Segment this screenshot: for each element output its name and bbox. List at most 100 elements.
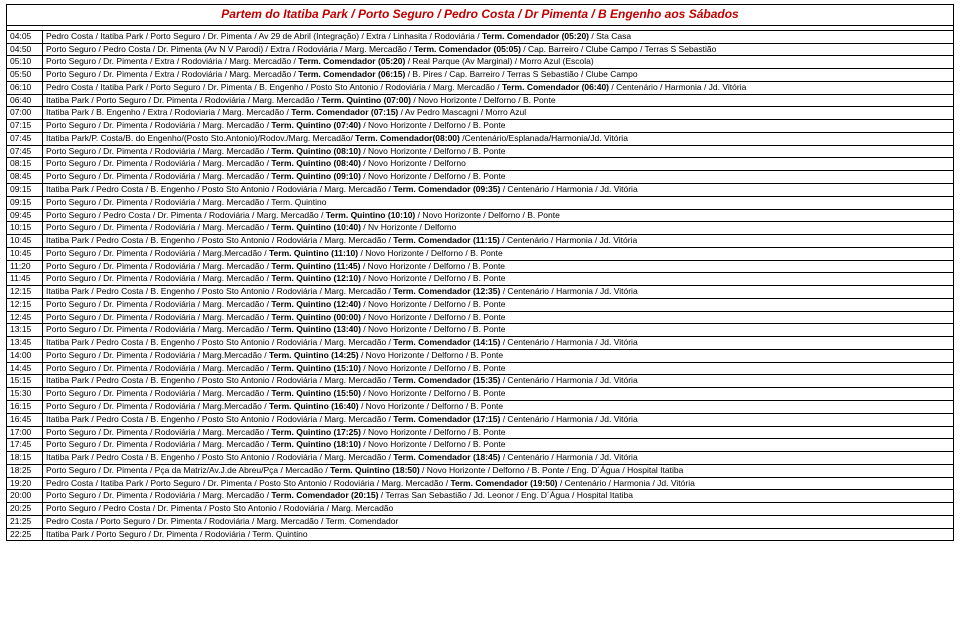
- route-cell: Itatiba Park / Pedro Costa / B. Engenho …: [43, 375, 954, 388]
- route-segment: Porto Seguro / Dr. Pimenta / Rodoviária …: [46, 273, 271, 283]
- route-segment: Porto Seguro / Dr. Pimenta / Rodoviária …: [46, 222, 271, 232]
- route-segment: Term. Comendador (15:35): [393, 375, 500, 385]
- route-segment: Itatiba Park / Pedro Costa / B. Engenho …: [46, 414, 393, 424]
- route-segment: Porto Seguro / Dr. Pimenta / Rodoviária …: [46, 312, 271, 322]
- route-segment: / Novo Horizonte / Delforno / B. Ponte: [361, 273, 506, 283]
- route-cell: Itatiba Park / Pedro Costa / B. Engenho …: [43, 235, 954, 248]
- table-row: 06:40Itatiba Park / Porto Seguro / Dr. P…: [7, 94, 954, 107]
- route-segment: Porto Seguro / Dr. Pimenta / Rodoviária …: [46, 146, 271, 156]
- time-cell: 18:15: [7, 452, 43, 465]
- route-segment: Term. Quintino (08:40): [271, 158, 361, 168]
- time-cell: 18:25: [7, 464, 43, 477]
- table-row: 04:50Porto Seguro / Pedro Costa / Dr. Pi…: [7, 43, 954, 56]
- time-cell: 04:05: [7, 30, 43, 43]
- time-cell: 09:45: [7, 209, 43, 222]
- route-segment: / Av Pedro Mascagni / Morro Azul: [398, 107, 526, 117]
- time-cell: 10:15: [7, 222, 43, 235]
- route-cell: Itatiba Park / Pedro Costa / B. Engenho …: [43, 452, 954, 465]
- route-segment: Term. Quintino (00:00): [271, 312, 361, 322]
- time-cell: 05:10: [7, 56, 43, 69]
- route-cell: Porto Seguro / Pedro Costa / Dr. Pimenta…: [43, 503, 954, 516]
- route-segment: Term. Quintino (15:50): [271, 388, 361, 398]
- table-row: 14:00Porto Seguro / Dr. Pimenta / Rodovi…: [7, 349, 954, 362]
- table-row: 12:15Porto Seguro / Dr. Pimenta / Rodovi…: [7, 298, 954, 311]
- time-cell: 16:15: [7, 401, 43, 414]
- route-segment: Term. Quintino (12:10): [271, 273, 361, 283]
- route-segment: Porto Seguro / Dr. Pimenta / Rodoviária …: [46, 197, 326, 207]
- route-segment: / Novo Horizonte / Delforno / B. Ponte: [361, 146, 506, 156]
- route-cell: Pedro Costa / Itatiba Park / Porto Segur…: [43, 30, 954, 43]
- route-segment: Porto Seguro / Dr. Pimenta / Rodoviária …: [46, 261, 271, 271]
- route-segment: / Novo Horizonte / Delforno / B. Ponte: [361, 363, 506, 373]
- time-cell: 07:15: [7, 120, 43, 133]
- route-cell: Pedro Costa / Itatiba Park / Porto Segur…: [43, 81, 954, 94]
- route-segment: / Centenário / Harmonia / Jd. Vitória: [500, 286, 637, 296]
- time-cell: 11:20: [7, 260, 43, 273]
- table-row: 18:15Itatiba Park / Pedro Costa / B. Eng…: [7, 452, 954, 465]
- route-segment: Term. Quintino (09:10): [271, 171, 361, 181]
- route-segment: Itatiba Park / Pedro Costa / B. Engenho …: [46, 184, 393, 194]
- route-segment: Porto Seguro / Dr. Pimenta / Rodoviária …: [46, 248, 269, 258]
- route-segment: Pedro Costa / Itatiba Park / Porto Segur…: [46, 31, 482, 41]
- route-cell: Porto Seguro / Dr. Pimenta / Pça da Matr…: [43, 464, 954, 477]
- route-segment: Itatiba Park / Pedro Costa / B. Engenho …: [46, 375, 393, 385]
- route-cell: Porto Seguro / Dr. Pimenta / Rodoviária …: [43, 273, 954, 286]
- table-row: 06:10Pedro Costa / Itatiba Park / Porto …: [7, 81, 954, 94]
- route-segment: Porto Seguro / Dr. Pimenta / Rodoviária …: [46, 401, 269, 411]
- route-cell: Itatiba Park / Porto Seguro / Dr. Piment…: [43, 528, 954, 541]
- time-cell: 09:15: [7, 183, 43, 196]
- route-segment: / Novo Horizonte / Delforno / B. Ponte: [361, 120, 506, 130]
- table-row: 07:15Porto Seguro / Dr. Pimenta / Rodovi…: [7, 120, 954, 133]
- route-segment: Itatiba Park / Porto Seguro / Dr. Piment…: [46, 529, 308, 539]
- route-segment: / Centenário / Harmonia / Jd. Vitória: [500, 337, 637, 347]
- route-cell: Itatiba Park / B. Engenho / Extra / Rodo…: [43, 107, 954, 120]
- route-cell: Porto Seguro / Dr. Pimenta / Rodoviária …: [43, 362, 954, 375]
- route-segment: Term. Quintino (07:40): [271, 120, 361, 130]
- route-segment: / Novo Horizonte / Delforno / B. Ponte: [361, 299, 506, 309]
- route-segment: Term. Comendador (05:20): [482, 31, 589, 41]
- time-cell: 14:00: [7, 349, 43, 362]
- route-cell: Porto Seguro / Pedro Costa / Dr. Pimenta…: [43, 43, 954, 56]
- title-row: Partem do Itatiba Park / Porto Seguro / …: [7, 5, 954, 26]
- time-cell: 05:50: [7, 69, 43, 82]
- route-segment: / Novo Horizonte / Delforno / B. Ponte: [361, 171, 506, 181]
- route-cell: Porto Seguro / Dr. Pimenta / Rodoviária …: [43, 439, 954, 452]
- route-segment: Itatiba Park/P. Costa/B. do Engenho/(Pos…: [46, 133, 355, 143]
- route-segment: Porto Seguro / Dr. Pimenta / Rodoviária …: [46, 350, 269, 360]
- time-cell: 06:40: [7, 94, 43, 107]
- table-row: 07:45Porto Seguro / Dr. Pimenta / Rodovi…: [7, 145, 954, 158]
- route-cell: Porto Seguro / Dr. Pimenta / Rodoviária …: [43, 324, 954, 337]
- table-row: 13:15Porto Seguro / Dr. Pimenta / Rodovi…: [7, 324, 954, 337]
- route-cell: Itatiba Park / Pedro Costa / B. Engenho …: [43, 413, 954, 426]
- route-segment: / Novo Horizonte / Delforno / B. Ponte: [411, 95, 556, 105]
- table-row: 10:45Itatiba Park / Pedro Costa / B. Eng…: [7, 235, 954, 248]
- time-cell: 09:15: [7, 196, 43, 209]
- route-cell: Porto Seguro / Dr. Pimenta / Rodoviária …: [43, 349, 954, 362]
- table-row: 13:45Itatiba Park / Pedro Costa / B. Eng…: [7, 337, 954, 350]
- route-segment: / Centenário / Harmonia / Jd. Vitória: [500, 452, 637, 462]
- route-segment: / Centenário / Harmonia / Jd. Vitória: [609, 82, 746, 92]
- route-segment: Term. Quintino (18:10): [271, 439, 361, 449]
- table-row: 12:15Itatiba Park / Pedro Costa / B. Eng…: [7, 286, 954, 299]
- route-segment: / Terras San Sebastião / Jd. Leonor / En…: [378, 490, 633, 500]
- route-segment: Term. Comendador (05:20): [298, 56, 405, 66]
- route-segment: Term. Quintino (10:10): [326, 210, 416, 220]
- route-segment: Term. Quintino (14:25): [269, 350, 359, 360]
- route-segment: Itatiba Park / B. Engenho / Extra / Rodo…: [46, 107, 291, 117]
- route-segment: Porto Seguro / Dr. Pimenta / Rodoviária …: [46, 490, 271, 500]
- route-cell: Porto Seguro / Dr. Pimenta / Rodoviária …: [43, 426, 954, 439]
- table-row: 17:00Porto Seguro / Dr. Pimenta / Rodovi…: [7, 426, 954, 439]
- route-segment: Porto Seguro / Dr. Pimenta / Rodoviária …: [46, 388, 271, 398]
- table-row: 05:50Porto Seguro / Dr. Pimenta / Extra …: [7, 69, 954, 82]
- table-row: 16:15Porto Seguro / Dr. Pimenta / Rodovi…: [7, 401, 954, 414]
- route-cell: Porto Seguro / Dr. Pimenta / Extra / Rod…: [43, 69, 954, 82]
- table-row: 20:25Porto Seguro / Pedro Costa / Dr. Pi…: [7, 503, 954, 516]
- time-cell: 14:45: [7, 362, 43, 375]
- table-row: 05:10Porto Seguro / Dr. Pimenta / Extra …: [7, 56, 954, 69]
- route-segment: Term. Quintino (17:25): [271, 427, 361, 437]
- time-cell: 15:30: [7, 388, 43, 401]
- route-cell: Porto Seguro / Dr. Pimenta / Rodoviária …: [43, 247, 954, 260]
- route-segment: Term. Comendador (06:40): [502, 82, 609, 92]
- route-segment: / Novo Horizonte / Delforno / B. Ponte: [361, 427, 506, 437]
- time-cell: 17:45: [7, 439, 43, 452]
